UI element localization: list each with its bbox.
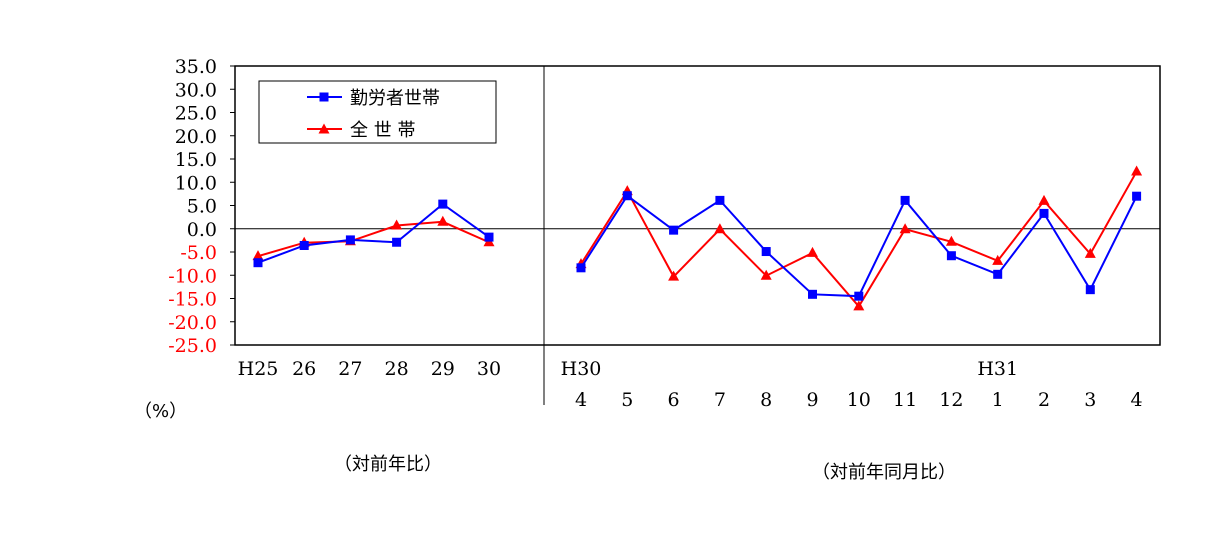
x-tick-label: 29 [431, 358, 455, 380]
y-tick-label: 20.0 [175, 126, 217, 148]
annual-workers-point [392, 237, 402, 247]
x-tick-label: 26 [292, 358, 316, 380]
y-tick-label: 5.0 [187, 196, 217, 218]
monthly-workers-point [993, 269, 1003, 279]
x-tick-label: 12 [939, 389, 963, 411]
annual-workers-point [299, 240, 309, 250]
y-tick-label: 10.0 [175, 172, 217, 194]
y-tick-label: -5.0 [180, 242, 217, 264]
axes: 35.030.025.020.015.010.05.00.0-5.0-10.0-… [168, 56, 1161, 411]
x-tick-label: 27 [338, 358, 362, 380]
monthly-all-point [1131, 165, 1143, 176]
annual-all-line [257, 220, 490, 258]
x-tick-label: 5 [621, 389, 633, 411]
x-tick-label: 10 [847, 389, 871, 411]
y-axis-unit: （%） [134, 401, 187, 422]
x-tick-label: 3 [1084, 389, 1096, 411]
x-tick-label: 7 [714, 389, 726, 411]
x-year-label: H30 [561, 358, 602, 380]
monthly-all-point [760, 269, 772, 280]
legend-label-workers: 勤労者世帯 [350, 88, 440, 109]
y-tick-label: 0.0 [187, 219, 217, 241]
y-tick-label: 15.0 [175, 149, 217, 171]
x-year-label: H31 [977, 358, 1018, 380]
y-tick-label: -15.0 [168, 289, 217, 311]
monthly-workers-point [1132, 191, 1142, 201]
monthly-all-point [992, 254, 1004, 265]
y-tick-label: -20.0 [168, 312, 217, 334]
x-tick-label: 11 [893, 389, 917, 411]
x-tick-label: 28 [385, 358, 409, 380]
monthly-all-point [945, 235, 957, 246]
monthly-all-point [899, 223, 911, 234]
legend-marker-workers [319, 92, 329, 102]
monthly-workers-point [854, 291, 864, 301]
x-tick-label: 9 [806, 389, 818, 411]
annual-workers-point [438, 199, 448, 209]
monthly-all-point [853, 300, 865, 311]
annual-workers-point [253, 258, 263, 268]
monthly-workers-point [808, 289, 817, 299]
legend: 勤労者世帯 全 世 帯 [258, 80, 497, 144]
monthly-caption: （対前年同月比） [812, 462, 956, 483]
annual-workers-point [345, 235, 355, 245]
annual-all-point [437, 215, 449, 226]
x-tick-label: 1 [992, 389, 1004, 411]
monthly-workers-point [761, 247, 771, 257]
x-tick-label: 30 [477, 358, 501, 380]
monthly-all-point [807, 246, 818, 257]
monthly-workers-point [669, 225, 679, 235]
x-tick-label: H25 [238, 358, 279, 380]
annual-all-point [252, 250, 264, 261]
y-tick-label: 25.0 [175, 103, 217, 125]
monthly-workers-point [1039, 208, 1049, 218]
series [252, 165, 1143, 311]
x-tick-label: 2 [1038, 389, 1050, 411]
y-tick-label: -10.0 [168, 265, 217, 287]
annual-all-point [391, 219, 403, 230]
x-tick-label: 4 [1131, 389, 1143, 411]
annual-workers-point [484, 232, 494, 242]
y-tick-label: -25.0 [168, 335, 217, 357]
monthly-workers-point [900, 195, 910, 205]
monthly-workers-point [622, 191, 632, 201]
monthly-workers-point [715, 195, 725, 205]
monthly-workers-point [576, 263, 586, 273]
monthly-workers-point [946, 251, 956, 261]
monthly-workers-point [1085, 285, 1095, 295]
y-tick-label: 30.0 [175, 79, 217, 101]
monthly-all-point [1038, 194, 1050, 205]
monthly-all-point [1084, 247, 1096, 258]
y-tick-label: 35.0 [175, 56, 217, 78]
annual-workers-line [257, 202, 490, 264]
legend-box [258, 80, 497, 144]
x-tick-label: 6 [668, 389, 680, 411]
monthly-all-point [668, 270, 680, 281]
x-tick-label: 8 [760, 389, 772, 411]
monthly-all-line [580, 171, 1138, 309]
monthly-all-point [714, 223, 726, 234]
x-tick-label: 4 [575, 389, 587, 411]
legend-marker-all [318, 123, 330, 134]
annual-caption: （対前年比） [334, 454, 442, 475]
legend-label-all: 全 世 帯 [350, 120, 415, 141]
